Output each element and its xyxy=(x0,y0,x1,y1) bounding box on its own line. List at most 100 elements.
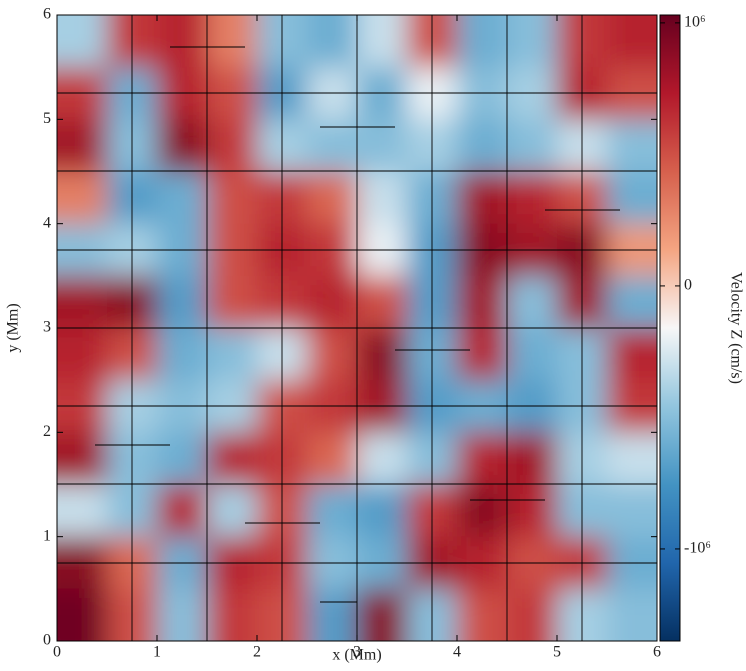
heat-cell xyxy=(257,119,308,173)
heat-cell xyxy=(457,588,508,641)
heat-cell xyxy=(557,380,608,434)
heat-cell xyxy=(557,484,608,538)
heat-cell xyxy=(107,484,158,538)
heat-cell xyxy=(107,119,158,173)
heat-cell xyxy=(307,67,358,121)
heat-cell xyxy=(207,67,258,121)
heat-cell xyxy=(607,119,657,173)
heat-cell xyxy=(307,328,358,382)
heat-cell xyxy=(557,432,608,486)
heat-cell xyxy=(257,171,308,225)
heat-cell xyxy=(407,588,458,641)
heat-cell xyxy=(157,432,208,486)
heat-cell xyxy=(257,67,308,121)
heat-cell xyxy=(107,328,158,382)
heat-cell xyxy=(207,119,258,173)
y-tick-label: 6 xyxy=(43,6,51,23)
heat-cell xyxy=(57,275,108,329)
heat-cell xyxy=(407,275,458,329)
heat-cell xyxy=(507,15,558,69)
heat-cell xyxy=(357,484,408,538)
heat-cell xyxy=(107,15,158,69)
heat-cell xyxy=(407,328,458,382)
heat-cell xyxy=(557,15,608,69)
heat-cell xyxy=(307,275,358,329)
y-axis-label: y (Mm) xyxy=(5,303,22,352)
colorbar-tick-label: 0 xyxy=(684,277,692,294)
heat-cell xyxy=(357,328,408,382)
heat-cell xyxy=(257,328,308,382)
heat-cell xyxy=(507,171,558,225)
heat-cell xyxy=(507,275,558,329)
heat-cell xyxy=(107,588,158,641)
y-tick-label: 2 xyxy=(43,423,51,440)
heat-cell xyxy=(257,275,308,329)
heat-cell xyxy=(357,380,408,434)
heat-cell xyxy=(57,171,108,225)
heat-cell xyxy=(257,15,308,69)
heat-cell xyxy=(557,328,608,382)
heat-cell xyxy=(307,171,358,225)
x-tick-label: 1 xyxy=(153,644,161,661)
heat-cell xyxy=(157,328,208,382)
heat-cell xyxy=(407,67,458,121)
heat-cell xyxy=(57,484,108,538)
y-tick-label: 3 xyxy=(43,319,51,336)
heat-cell xyxy=(257,432,308,486)
heat-cell xyxy=(57,67,108,121)
heat-cell xyxy=(157,67,208,121)
heat-cell xyxy=(357,432,408,486)
x-tick-label: 2 xyxy=(253,644,261,661)
heat-cell xyxy=(607,275,657,329)
heat-cell xyxy=(157,15,208,69)
heat-cell xyxy=(207,328,258,382)
heat-cell xyxy=(257,380,308,434)
heat-cell xyxy=(207,15,258,69)
y-tick-label: 1 xyxy=(43,527,51,544)
heat-cell xyxy=(157,119,208,173)
heat-cell xyxy=(57,119,108,173)
heat-cell xyxy=(607,432,657,486)
heat-cell xyxy=(607,171,657,225)
heat-cell xyxy=(307,15,358,69)
heat-cell xyxy=(307,484,358,538)
heat-cell xyxy=(107,275,158,329)
mesh-overlay xyxy=(57,15,657,641)
colorbar-tick-label: -10⁶ xyxy=(684,540,711,557)
colorbar xyxy=(659,14,681,642)
heat-cell xyxy=(57,328,108,382)
heat-cell xyxy=(107,432,158,486)
heat-cell xyxy=(507,484,558,538)
heat-cell xyxy=(207,171,258,225)
heat-cell xyxy=(607,484,657,538)
heat-cell xyxy=(357,275,408,329)
heat-cell xyxy=(607,67,657,121)
heat-cell xyxy=(57,15,108,69)
heat-cell xyxy=(557,588,608,641)
heat-cell xyxy=(507,588,558,641)
x-axis-label: x (Mm) xyxy=(332,647,381,664)
heat-cell xyxy=(207,588,258,641)
heat-cell xyxy=(557,119,608,173)
heat-cell xyxy=(357,171,408,225)
heat-cell xyxy=(357,67,408,121)
heat-cell xyxy=(307,432,358,486)
heat-cell xyxy=(457,67,508,121)
heat-cell xyxy=(507,119,558,173)
heatmap xyxy=(57,15,657,641)
heat-cell xyxy=(507,67,558,121)
y-tick-label: 5 xyxy=(43,110,51,127)
heat-cell xyxy=(157,380,208,434)
heat-cell xyxy=(407,119,458,173)
heat-cell xyxy=(457,380,508,434)
heat-cell xyxy=(457,275,508,329)
heat-cell xyxy=(407,171,458,225)
heat-cell xyxy=(207,484,258,538)
heat-cell xyxy=(307,119,358,173)
heat-cell xyxy=(607,15,657,69)
heat-cell xyxy=(457,15,508,69)
heat-cell xyxy=(407,484,458,538)
heat-cell xyxy=(507,328,558,382)
heat-cell xyxy=(57,588,108,641)
heat-cell xyxy=(207,275,258,329)
